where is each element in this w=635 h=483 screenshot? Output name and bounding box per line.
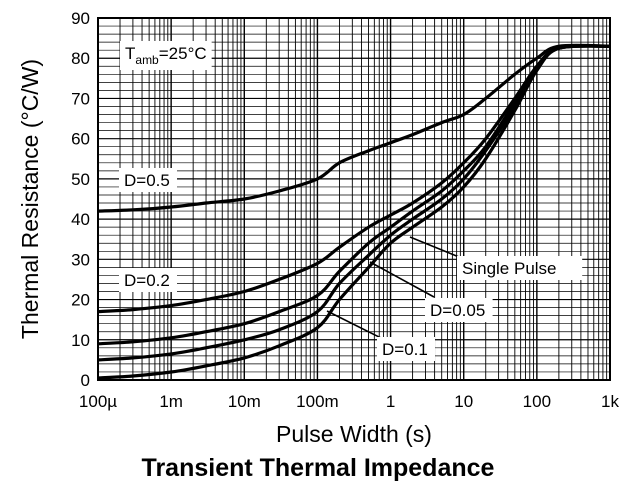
y-tick-label: 0: [81, 371, 90, 390]
x-tick-label: 10m: [228, 392, 261, 411]
x-tick-label: 100: [523, 392, 551, 411]
leader-line: [326, 310, 384, 340]
y-tick-label: 50: [71, 170, 90, 189]
x-tick-label: 1k: [601, 392, 619, 411]
x-tick-label: 1m: [159, 392, 183, 411]
series-line-single-pulse: [97, 44, 611, 380]
series-line-d-0-05: [97, 44, 611, 362]
leader-line: [369, 261, 435, 298]
y-axis-title: Thermal Resistance (°C/W): [17, 59, 43, 339]
series-line-d-0-5: [97, 43, 611, 213]
series-label-backdrop: [377, 337, 435, 361]
series-layer: [97, 43, 611, 380]
series-line-d-0-2: [97, 44, 611, 314]
x-tick-label: 100µ: [79, 392, 117, 411]
x-tick-label: 100m: [296, 392, 339, 411]
series-label-backdrop: [119, 268, 177, 292]
series-label-backdrop: [119, 168, 177, 192]
condition-prefix: T: [125, 44, 135, 63]
condition-label: Tamb=25°C: [125, 44, 207, 67]
y-tick-label: 10: [71, 331, 90, 350]
y-tick-label: 90: [71, 9, 90, 28]
leader-line: [409, 236, 460, 258]
plot-frame: [97, 17, 611, 381]
series-label-d-0-05: D=0.05: [430, 301, 485, 320]
y-tick-label: 70: [71, 89, 90, 108]
y-tick-label: 80: [71, 49, 90, 68]
y-tick-label: 40: [71, 210, 90, 229]
y-tick-label: 60: [71, 130, 90, 149]
series-label-backdrop: [425, 298, 493, 322]
x-axis-title: Pulse Width (s): [276, 421, 432, 447]
x-tick-label: 1: [386, 392, 395, 411]
ticks-layer: 100µ 1m 10m 100m 1 10 100 1k 0 10 20 30 40 50 60 70 80 90: [71, 9, 619, 411]
series-label-single-pulse: Single Pulse: [462, 259, 557, 278]
series-label-d-0-2: D=0.2: [124, 271, 170, 290]
y-tick-label: 30: [71, 250, 90, 269]
y-tick-label: 20: [71, 291, 90, 310]
condition-subscript: amb: [135, 53, 159, 67]
series-label-backdrop: [457, 256, 583, 280]
x-tick-label: 10: [454, 392, 473, 411]
chart-title: Transient Thermal Impedance: [142, 454, 495, 482]
series-label-d-0-5: D=0.5: [124, 171, 170, 190]
condition-label-backdrop: [120, 41, 212, 70]
annotation-layer: D=0.5 D=0.2 D=0.1 D=0.05 Single Pulse: [119, 168, 583, 361]
series-label-d-0-1: D=0.1: [382, 340, 428, 359]
series-line-d-0-1: [97, 44, 611, 346]
condition-suffix: =25°C: [159, 44, 207, 63]
